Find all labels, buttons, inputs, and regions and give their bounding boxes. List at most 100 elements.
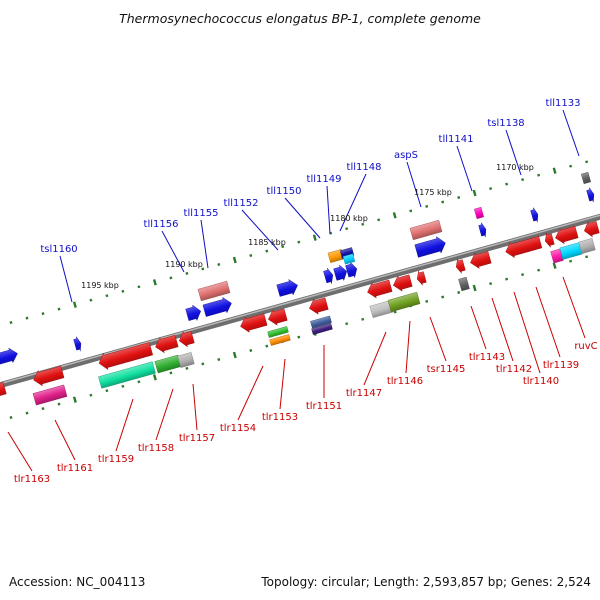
gene-label-tll1155: tll1155 [184, 208, 219, 219]
gene-tll1152 [276, 279, 298, 297]
scale-dot [169, 371, 173, 375]
leader-tlr1139 [535, 286, 561, 358]
gene-label-ruvC: ruvC [574, 341, 597, 352]
scale-dot [25, 316, 29, 320]
leader-tll1133 [562, 109, 580, 157]
scale-dot [121, 384, 125, 388]
leader-tll1141 [456, 145, 473, 192]
gene-tll1150 [323, 268, 334, 284]
scale-dot [89, 393, 93, 397]
scale-dot [521, 273, 525, 277]
gene-label-tll1150: tll1150 [267, 186, 302, 197]
gene-rev-end [584, 220, 600, 238]
leader-tlr1153 [279, 358, 286, 410]
leader-tlr1161 [54, 419, 76, 461]
leader-tlr1146 [405, 320, 411, 374]
scale-dot [9, 416, 13, 419]
gene-label-aspS: aspS [394, 150, 418, 161]
accession-text: Accession: NC_004113 [9, 575, 145, 589]
scale-dot [105, 389, 109, 393]
gene-aspS [414, 236, 446, 258]
topology-text: Topology: circular; Length: 2,593,857 bp… [260, 575, 591, 589]
gene-tlr1151-c [311, 323, 333, 335]
scale-dot [521, 178, 525, 182]
gene-tlr1142 [470, 251, 492, 269]
forward-gene-labels: tll1133 tsl1138 tll1141 aspS tll1148 tll… [40, 98, 580, 255]
gene-label-tll1141: tll1141 [439, 134, 474, 145]
reverse-gene-labels: ruvC tlr1139 tlr1140 tlr1142 tlr1143 tsr… [14, 341, 598, 485]
scale-dot [552, 262, 557, 269]
gene-tlr1143-b [458, 276, 470, 292]
scale-dot [505, 277, 509, 281]
scale-dot [201, 362, 205, 366]
gene-label-tll1152: tll1152 [224, 198, 259, 209]
gene-tll1155-b [197, 280, 231, 302]
gene-fwd-a [0, 347, 18, 367]
gene-label-tlr1143: tlr1143 [469, 352, 505, 363]
gene-tlr1153 [268, 308, 288, 326]
gene-label-tlr1163: tlr1163 [14, 474, 50, 485]
scale-dot [201, 267, 205, 271]
gene-label-tll1133: tll1133 [546, 98, 581, 109]
map-title: Thermosynechococcus elongatus BP-1, comp… [119, 11, 481, 26]
gene-label-tlr1140: tlr1140 [523, 376, 559, 387]
gene-label-tlr1159: tlr1159 [98, 454, 134, 465]
gene-tlr1163 [0, 381, 7, 399]
gene-ruvC [555, 226, 579, 245]
gene-aspS-b [409, 219, 443, 241]
gene-tlr1143 [455, 258, 466, 274]
gene-tlr1159 [98, 342, 153, 371]
gene-label-tll1148: tll1148 [347, 162, 382, 173]
scale-dot [361, 222, 365, 226]
scale-dot [105, 294, 109, 298]
gene-label-tll1156: tll1156 [144, 219, 179, 230]
scale-dot [505, 182, 509, 186]
scale-dot [9, 321, 13, 324]
scale-dot [345, 322, 349, 326]
leader-tsl1160 [59, 255, 73, 303]
scale-dot [441, 200, 445, 204]
scale-dot [489, 187, 493, 191]
scale-dot [457, 196, 461, 199]
scale-dot [537, 268, 541, 272]
scale-dot [537, 173, 541, 177]
scale-dot [137, 380, 141, 384]
scale-dot [281, 245, 285, 249]
gene-tlr1147-b [369, 300, 395, 318]
gene-label-tll1149: tll1149 [307, 174, 342, 185]
scale-dot [232, 256, 237, 264]
gene-tlr1151 [309, 297, 329, 315]
gene-tlr1153-b [267, 326, 289, 338]
gene-label-tlr1161: tlr1161 [57, 463, 93, 474]
scale-dot [297, 335, 301, 339]
scale-dot [89, 298, 93, 302]
leader-tll1149 [326, 185, 331, 235]
gene-tlr1161-b [32, 384, 68, 406]
scale-dot [217, 263, 221, 266]
scale-dot [152, 374, 157, 381]
gene-features [0, 171, 600, 406]
gene-label-tsl1160: tsl1160 [40, 244, 77, 255]
label-leader-lines [7, 109, 586, 472]
scale-dot [377, 218, 381, 222]
leader-tlr1154 [237, 365, 264, 421]
gene-tlr1157 [179, 330, 195, 348]
scale-dot [137, 285, 141, 289]
genome-backbone [0, 213, 600, 389]
gene-tlr1151-b [310, 315, 332, 329]
gene-rev-end-b [578, 238, 596, 254]
scale-dot [217, 358, 221, 361]
leader-tll1156 [161, 230, 185, 273]
scale-dot [121, 289, 125, 293]
gene-label-tlr1142: tlr1142 [496, 364, 532, 375]
gene-tlr1157-b [177, 352, 195, 368]
scale-dot [425, 204, 429, 208]
gene-tlr1139 [544, 232, 555, 248]
kbp-scale-labels: 1170 kbp 1175 kbp 1180 kbp 1185 kbp 1190… [81, 163, 534, 290]
gene-tlr1146-b [387, 291, 421, 313]
scale-dot [72, 396, 77, 403]
gene-tlr1140 [505, 236, 543, 259]
leader-ruvC [562, 276, 586, 339]
